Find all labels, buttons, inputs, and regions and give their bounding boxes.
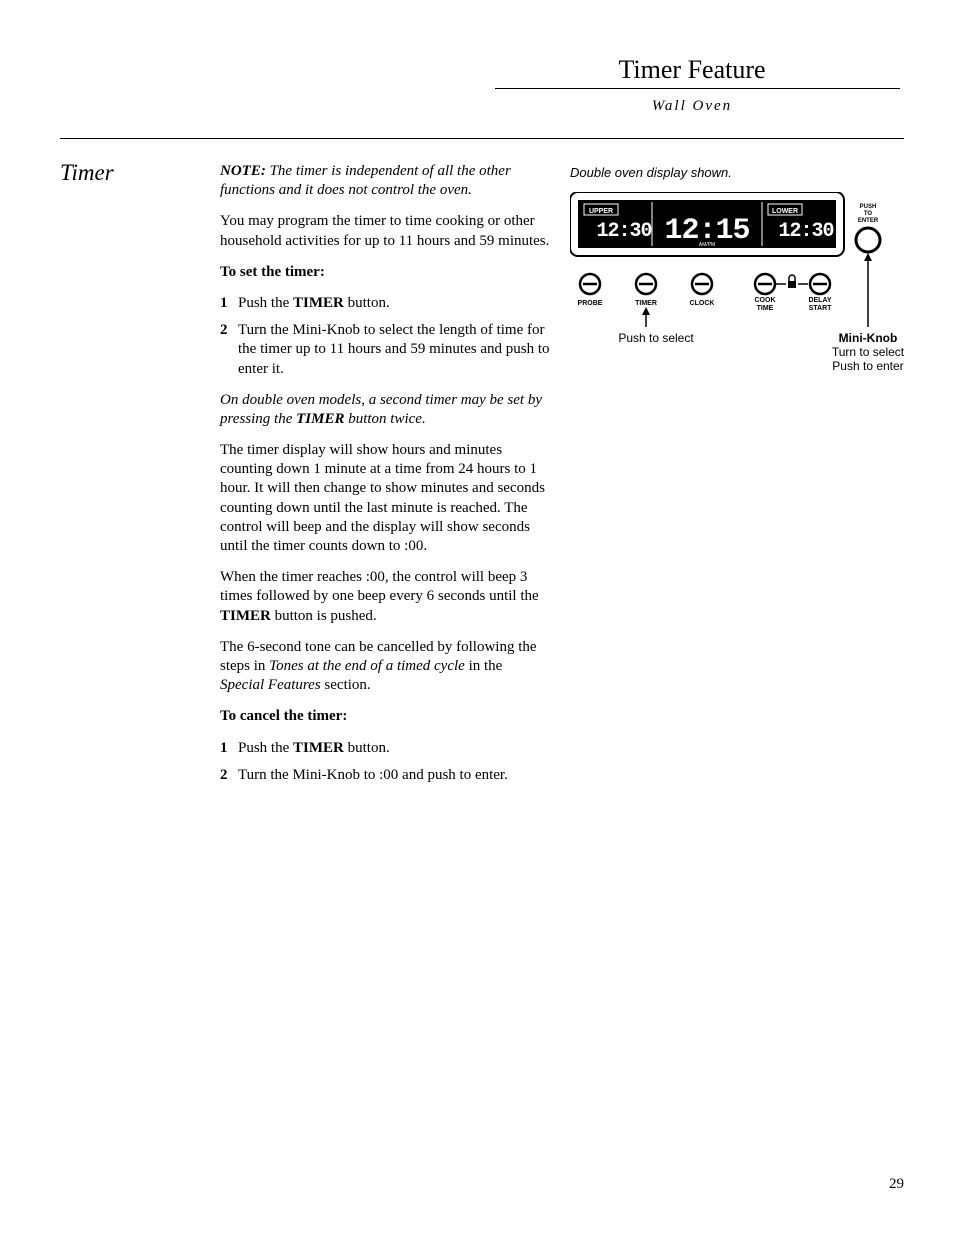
- t: TIMER: [220, 608, 271, 624]
- step-text: Turn the Mini-Knob to :00 and push to en…: [238, 766, 550, 785]
- t: TIMER: [296, 411, 344, 427]
- page-subtitle: Wall Oven: [60, 98, 904, 115]
- cancel-timer-heading: To cancel the timer:: [220, 707, 550, 726]
- mini-knob-line2: Push to enter: [832, 359, 903, 373]
- set-step-2: 2 Turn the Mini-Knob to select the lengt…: [220, 321, 550, 379]
- note-paragraph: NOTE: The timer is independent of all th…: [220, 162, 550, 200]
- step-text: Push the TIMER button.: [238, 739, 550, 758]
- t: Tones at the end of a timed cycle: [269, 658, 465, 674]
- set-timer-heading: To set the timer:: [220, 263, 550, 282]
- timer-arrow-head: [642, 307, 650, 315]
- countdown-paragraph: The timer display will show hours and mi…: [220, 441, 550, 556]
- t: Push the: [238, 295, 293, 311]
- t: When the timer reaches :00, the control …: [220, 569, 539, 604]
- step-number: 2: [220, 766, 238, 785]
- step-number: 2: [220, 321, 238, 379]
- note-prefix: NOTE:: [220, 163, 266, 179]
- push-label-1: PUSH: [860, 204, 877, 210]
- probe-label: PROBE: [578, 300, 603, 307]
- cancel-step-1: 1 Push the TIMER button.: [220, 739, 550, 758]
- lower-label: LOWER: [772, 208, 798, 215]
- delaystart-label-1: DELAY: [808, 297, 831, 304]
- cancel-step-2: 2 Turn the Mini-Knob to :00 and push to …: [220, 766, 550, 785]
- ampm-label: AM/PM: [699, 242, 715, 248]
- step-number: 1: [220, 294, 238, 313]
- oven-panel-svg: UPPER 12:30 12:15 AM/PM LOWER 12:30 PUSH…: [570, 192, 905, 382]
- page: Timer Feature Wall Oven Timer NOTE: The …: [0, 0, 954, 1235]
- body-column: NOTE: The timer is independent of all th…: [220, 162, 550, 797]
- mini-knob-heading: Mini-Knob: [839, 331, 898, 345]
- clock-label: CLOCK: [690, 300, 715, 307]
- push-label-3: ENTER: [858, 218, 879, 224]
- upper-value: 12:30: [596, 220, 651, 243]
- double-oven-note: On double oven models, a second timer ma…: [220, 391, 550, 429]
- knob-arrow-head: [864, 253, 872, 261]
- mini-knob-line1: Turn to select: [832, 345, 905, 359]
- push-to-select-label: Push to select: [618, 331, 694, 345]
- t: in the: [465, 658, 503, 674]
- t: button.: [344, 295, 390, 311]
- page-number: 29: [889, 1176, 904, 1193]
- lock-body-icon: [788, 281, 796, 288]
- oven-panel-figure: UPPER 12:30 12:15 AM/PM LOWER 12:30 PUSH…: [570, 192, 905, 387]
- t: button.: [344, 740, 390, 756]
- figure-caption: Double oven display shown.: [570, 165, 732, 180]
- t: Push the: [238, 740, 293, 756]
- delaystart-label-2: START: [809, 305, 833, 312]
- beep-paragraph: When the timer reaches :00, the control …: [220, 568, 550, 626]
- cancel-tone-paragraph: The 6-second tone can be cancelled by fo…: [220, 638, 550, 696]
- push-label-2: TO: [864, 211, 873, 217]
- mini-knob-icon: [856, 228, 880, 252]
- t: TIMER: [293, 740, 344, 756]
- lock-shackle-icon: [789, 275, 795, 281]
- lower-value: 12:30: [778, 220, 833, 243]
- intro-paragraph: You may program the timer to time cookin…: [220, 212, 550, 250]
- t: button twice.: [344, 411, 425, 427]
- cancel-timer-steps: 1 Push the TIMER button. 2 Turn the Mini…: [220, 739, 550, 785]
- header-rule: [60, 138, 904, 139]
- set-step-1: 1 Push the TIMER button.: [220, 294, 550, 313]
- cooktime-label-2: TIME: [757, 305, 774, 312]
- section-label: Timer: [60, 160, 114, 186]
- step-number: 1: [220, 739, 238, 758]
- t: Special Features: [220, 677, 321, 693]
- upper-label: UPPER: [589, 208, 613, 215]
- t: button is pushed.: [271, 608, 377, 624]
- t: section.: [321, 677, 371, 693]
- set-timer-steps: 1 Push the TIMER button. 2 Turn the Mini…: [220, 294, 550, 379]
- step-text: Push the TIMER button.: [238, 294, 550, 313]
- title-rule: [495, 88, 900, 89]
- cooktime-label-1: COOK: [755, 297, 776, 304]
- page-title: Timer Feature: [60, 55, 904, 85]
- timer-label: TIMER: [635, 300, 657, 307]
- t: TIMER: [293, 295, 344, 311]
- step-text: Turn the Mini-Knob to select the length …: [238, 321, 550, 379]
- button-row: PROBE TIMER CLOCK COOK TIME: [578, 274, 833, 312]
